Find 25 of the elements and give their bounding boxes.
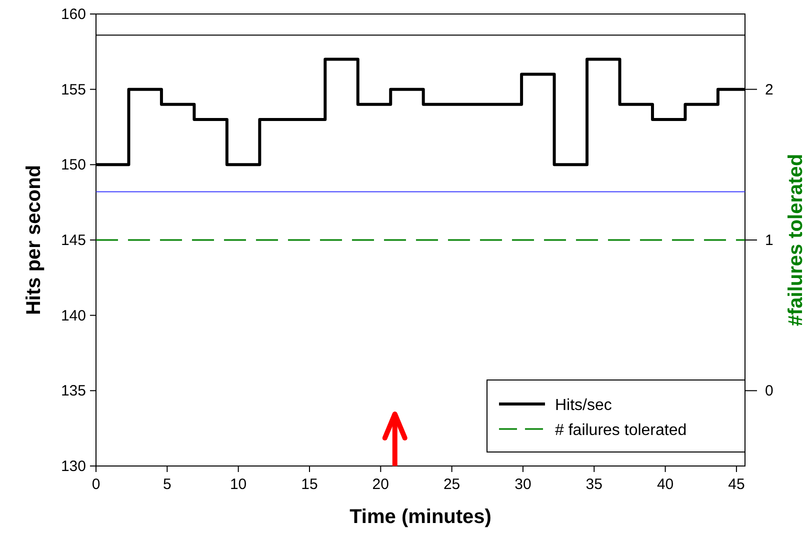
x-tick-label: 25 (443, 476, 460, 493)
y2-axis-title: #failures tolerated (785, 154, 807, 326)
y-tick-label: 150 (60, 156, 86, 174)
y-tick-label: 160 (60, 6, 86, 23)
y2-tick-label: 2 (765, 81, 774, 98)
legend-label: Hits/sec (555, 397, 612, 414)
x-tick-label: 40 (656, 476, 674, 493)
y-tick-label: 155 (60, 81, 86, 98)
y-tick-label: 140 (60, 307, 86, 324)
legend-label: # failures tolerated (555, 422, 687, 439)
x-tick-label: 30 (514, 476, 532, 493)
x-axis-title: Time (minutes) (350, 506, 492, 528)
y-tick-label: 130 (60, 458, 86, 475)
x-tick-label: 10 (230, 476, 247, 493)
x-tick-label: 5 (162, 476, 172, 493)
y-tick-label: 145 (60, 232, 86, 249)
y-tick-label: 135 (60, 382, 86, 400)
x-tick-label: 0 (92, 476, 100, 493)
y2-tick-label: 0 (765, 382, 774, 400)
y-axis-title: Hits per second (23, 164, 45, 316)
x-tick-label: 45 (728, 476, 745, 493)
x-tick-label: 35 (586, 476, 602, 493)
x-tick-label: 20 (372, 476, 389, 493)
x-tick-label: 15 (301, 476, 318, 493)
y2-tick-label: 1 (765, 232, 774, 249)
